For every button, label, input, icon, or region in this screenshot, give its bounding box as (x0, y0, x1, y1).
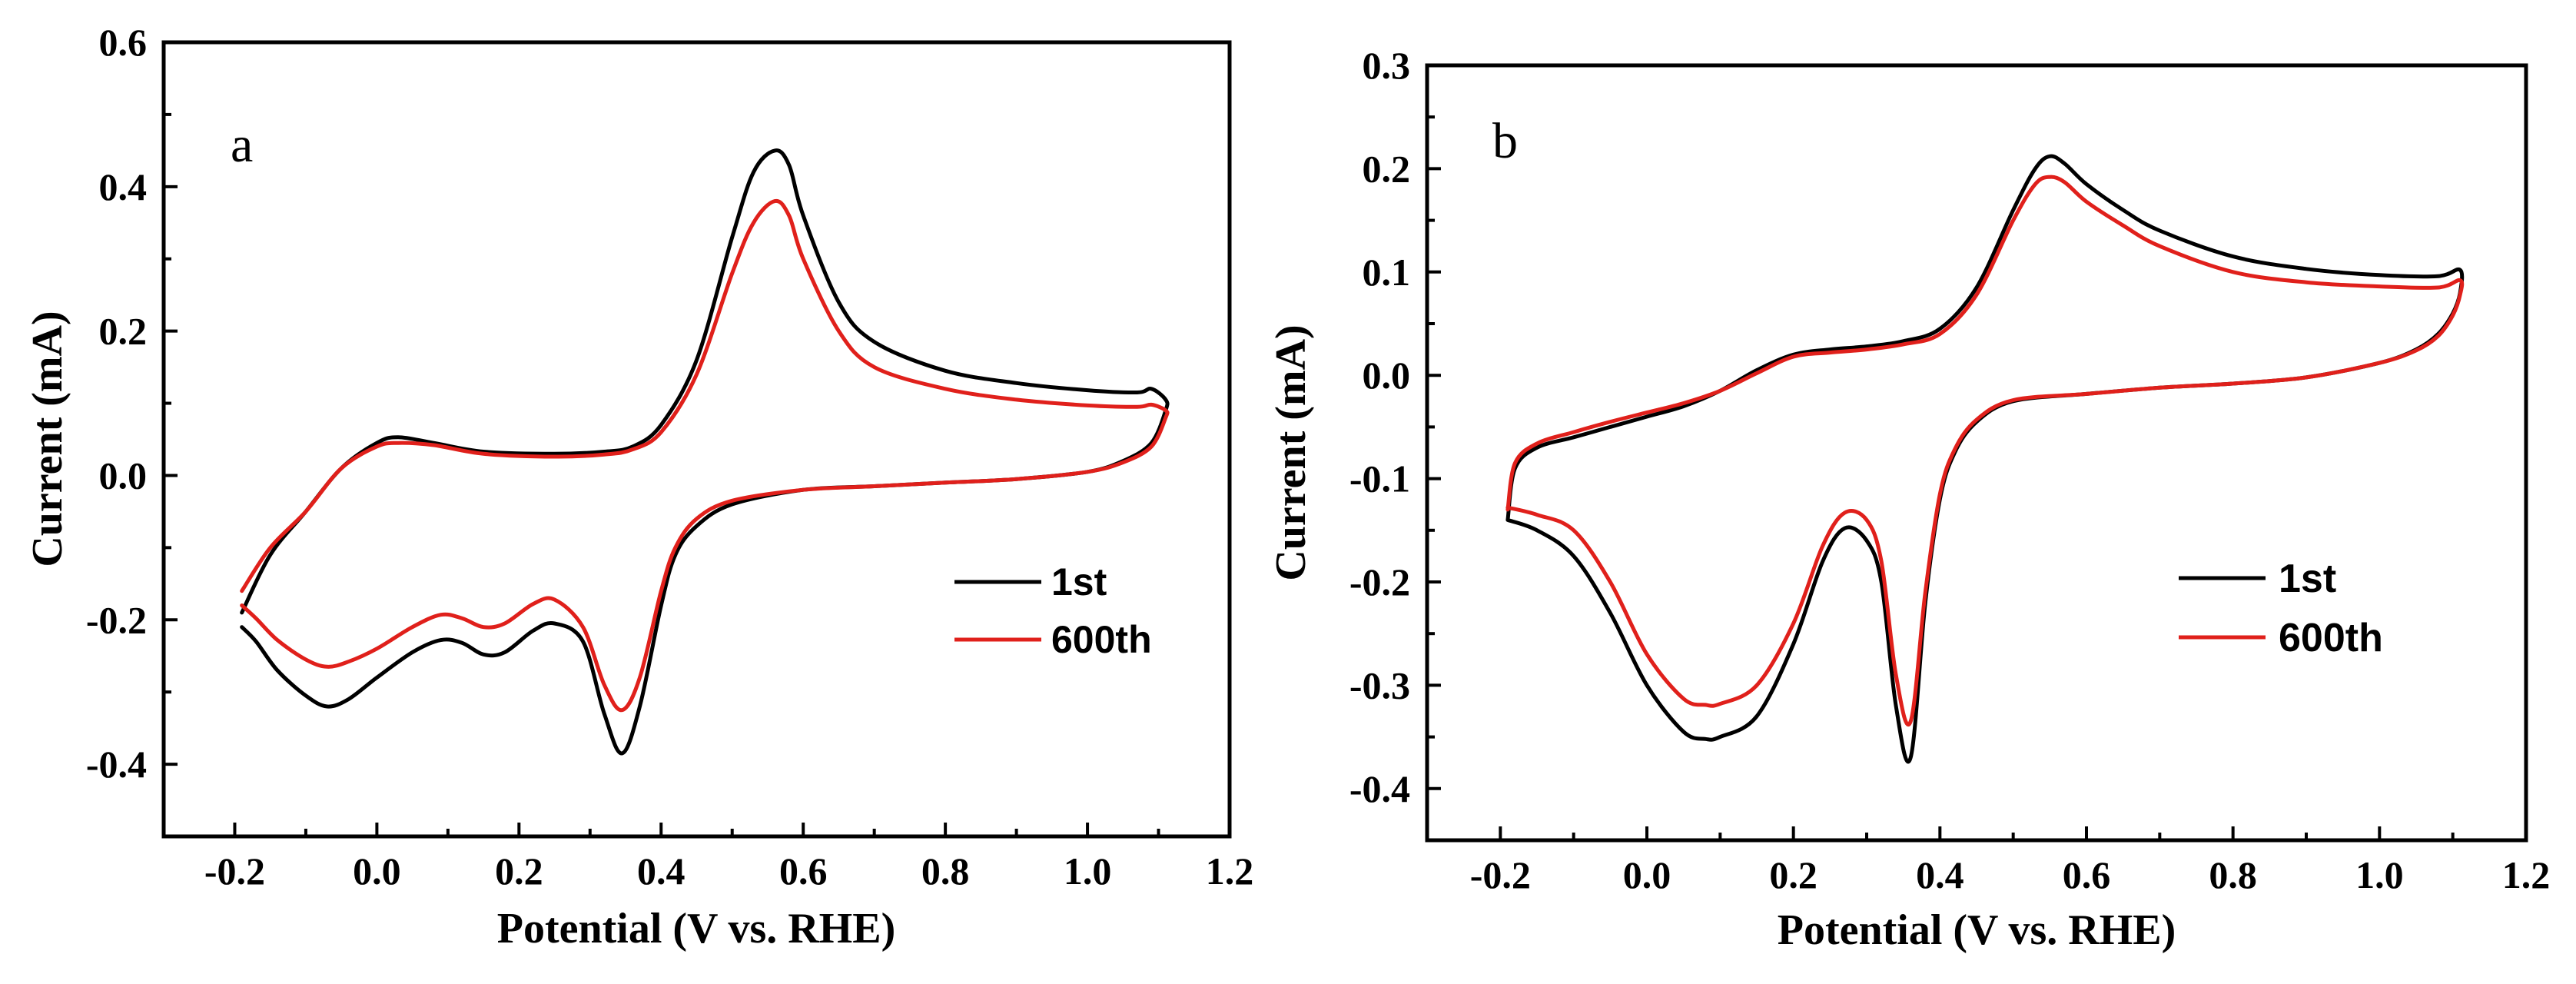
panel-a-x-tick-label: 0.0 (353, 849, 401, 893)
panel-b-series (1505, 154, 2465, 764)
panel-b-frame (1425, 63, 2528, 843)
panel-a-y-axis-label: Current (mA) (24, 311, 71, 567)
panel-a-y-ticks: -0.4 -0.2 0.0 0.2 0.4 0.6 (86, 21, 178, 786)
panel-b-x-tick-label: 1.2 (2502, 853, 2551, 896)
panel-b-x-ticks: -0.2 0.0 0.2 0.4 0.6 0.8 1.0 1.2 (1470, 826, 2550, 896)
panel-b-x-axis-label: Potential (V vs. RHE) (1778, 906, 2176, 954)
panel-a-x-tick-label: 0.4 (637, 849, 685, 893)
panel-a-series-1st (240, 148, 1170, 756)
panel-b-y-tick-label: 0.3 (1363, 44, 1411, 87)
panel-b-x-tick-label: 0.8 (2209, 853, 2257, 896)
panel-a-y-tick-label: -0.4 (86, 743, 147, 786)
panel-a-y-tick-label: 0.2 (99, 310, 148, 353)
panel-a-y-tick-label: 0.4 (99, 165, 148, 208)
panel-a-y-tick-label: 0.6 (99, 21, 148, 64)
panel-a-series-600th (240, 198, 1170, 713)
panel-a-x-tick-label: 0.6 (779, 849, 828, 893)
panel-a-x-axis-label: Potential (V vs. RHE) (497, 905, 896, 952)
panel-b-y-tick-label: 0.0 (1363, 354, 1411, 397)
panel-a-frame (161, 40, 1232, 839)
panel-b-x-tick-label: 1.0 (2355, 853, 2404, 896)
panel-a-series (240, 148, 1170, 756)
panel-a-chart: -0.2 0.0 0.2 0.4 0.6 0.8 1.0 1.2 -0.4 -0.2 0.0 0.2… (24, 21, 1253, 952)
panel-b-legend-label-1st: 1st (2279, 557, 2336, 601)
panel-b-y-tick-label: 0.1 (1363, 251, 1411, 294)
panel-b-y-tick-label: 0.2 (1363, 147, 1411, 190)
panel-b-x-tick-label: 0.2 (1769, 853, 1817, 896)
panel-a-x-tick-label: 0.2 (495, 849, 543, 893)
panel-a-x-tick-label: 1.2 (1206, 849, 1254, 893)
panel-b-y-tick-label: -0.4 (1349, 767, 1410, 810)
panel-b-x-tick-label: 0.4 (1916, 853, 1964, 896)
panel-b-x-tick-label: 0.0 (1623, 853, 1671, 896)
panel-a-x-ticks: -0.2 0.0 0.2 0.4 0.6 0.8 1.0 1.2 (204, 823, 1253, 893)
panel-b-y-ticks: -0.4 -0.3 -0.2 -0.1 0.0 0.1 0.2 0.3 (1349, 44, 1441, 810)
panel-a-x-tick-label: -0.2 (204, 849, 265, 893)
panel-a-legend-label-600th: 600th (1051, 618, 1152, 661)
panel-b-y-tick-label: -0.1 (1349, 457, 1410, 500)
panel-b-series-600th (1505, 175, 2465, 726)
panel-b-x-tick-label: 0.6 (2063, 853, 2111, 896)
panel-a-y-tick-label: -0.2 (86, 598, 147, 641)
panel-b-chart: -0.2 0.0 0.2 0.4 0.6 0.8 1.0 1.2 -0.4-0.3-0.2-0… (1267, 44, 2550, 954)
panel-b-y-axis-label: Current (mA) (1267, 324, 1315, 580)
panel-a-letter: a (231, 117, 253, 173)
panel-a-legend-label-1st: 1st (1051, 560, 1107, 603)
panel-b-legend-label-600th: 600th (2279, 616, 2383, 660)
panel-b-x-tick-label: -0.2 (1470, 853, 1531, 896)
panel-a-x-tick-label: 0.8 (921, 849, 970, 893)
panel-b-series-1st (1505, 154, 2465, 764)
panel-a-x-tick-label: 1.0 (1064, 849, 1112, 893)
panel-b-letter: b (1492, 113, 1518, 169)
panel-b-y-tick-label: -0.3 (1349, 663, 1410, 706)
panel-a-y-tick-label: 0.0 (99, 454, 148, 497)
panel-b-y-tick-label: -0.2 (1349, 560, 1410, 603)
